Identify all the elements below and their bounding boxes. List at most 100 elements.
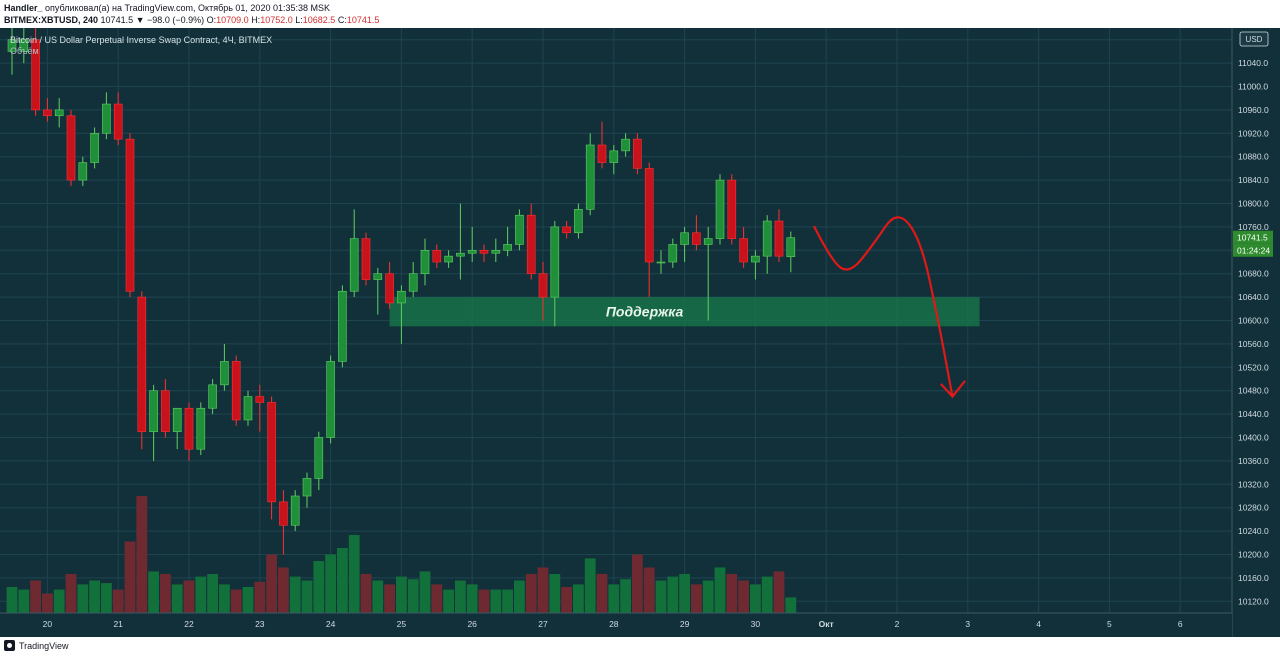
volume-bar (242, 587, 254, 613)
price-tick-label: 10400.0 (1238, 433, 1269, 443)
time-tick-label: 26 (467, 619, 477, 629)
chart-footer: TradingView (0, 637, 1280, 657)
candle-body (19, 39, 29, 52)
volume-bar (219, 584, 230, 613)
price-tick-label: 10120.0 (1238, 596, 1269, 606)
candle-body (633, 138, 642, 169)
time-axis (0, 613, 1232, 637)
price-tick-label: 10440.0 (1238, 409, 1269, 419)
volume-bar (6, 587, 18, 613)
price-tick-label: 10880.0 (1238, 152, 1269, 162)
time-tick-label: 21 (113, 619, 123, 629)
support-zone (389, 297, 980, 327)
price-tick-label: 10800.0 (1238, 199, 1269, 209)
open-value: 10709.0 (216, 15, 249, 25)
chart-header: Handler_ опубликовал(а) на TradingView.c… (0, 0, 1280, 28)
volume-bar (160, 574, 171, 613)
forecast-arrow-head (940, 380, 966, 399)
candle-body (739, 238, 748, 263)
candle-body (302, 478, 312, 497)
candle-body (503, 244, 512, 251)
candles (7, 28, 796, 555)
candle-body (349, 238, 359, 292)
currency-badge (1239, 31, 1269, 47)
time-tick-label: 3 (965, 619, 970, 629)
volume-bar (608, 584, 620, 613)
publisher-line: Handler_ опубликовал(а) на TradingView.c… (4, 3, 330, 13)
close-value: 10741.5 (346, 15, 380, 25)
volume-bar (18, 589, 30, 613)
volume-bar (549, 574, 561, 613)
volume-bar (372, 580, 384, 613)
price-tick-label: 10920.0 (1238, 128, 1269, 138)
low-value: 10682.5 (302, 15, 336, 25)
volume-bar (148, 571, 159, 613)
candle-body (161, 390, 170, 432)
candle-body (78, 162, 88, 181)
forecast-arrow (813, 216, 954, 398)
candle-body (66, 115, 76, 181)
volume-bar (502, 589, 513, 613)
candle-body (54, 109, 64, 117)
volume-bar (584, 558, 596, 613)
volume-bar (679, 574, 690, 613)
time-tick-label: 22 (184, 619, 194, 629)
time-tick-label: 24 (326, 619, 336, 629)
candle-body (373, 273, 383, 280)
volume-bar (525, 574, 537, 613)
candle-body (338, 290, 347, 362)
candle-body (385, 273, 394, 304)
price-tick-label: 10320.0 (1238, 479, 1269, 489)
volume-bar (655, 580, 667, 613)
candle-body (680, 232, 689, 245)
time-tick-label: 28 (609, 619, 619, 629)
candle-body (526, 214, 536, 274)
chart-area[interactable]: Поддержка 10120.0 10160.0 10200.0 10240.0 10… (0, 28, 1280, 637)
price-tick-label: 10520.0 (1238, 362, 1269, 372)
candle-body (113, 103, 123, 140)
time-tick-label: 2 (895, 619, 900, 629)
candle-body (786, 237, 796, 258)
volume-bar (171, 584, 183, 613)
axes: 10120.0 10160.0 10200.0 10240.0 10280.0 10320… (0, 28, 1280, 637)
author-name[interactable]: Handler_ (4, 3, 43, 13)
volume-bar (301, 580, 313, 613)
volume-bar (136, 496, 148, 613)
time-tick-label: 5 (1107, 619, 1112, 629)
volume-bar (30, 580, 41, 613)
ohlc-line: BITMEX:XBTUSD, 240 10741.5 ▼ −98.0 (−0.9… (4, 15, 379, 25)
price-tick-label: 10240.0 (1238, 526, 1269, 536)
volume-bar (702, 580, 714, 613)
candle-body (290, 495, 300, 526)
candle-body (397, 290, 406, 304)
volume-bar (726, 574, 738, 613)
candle-body (656, 261, 666, 264)
candle-body (7, 39, 17, 52)
candle-body (432, 250, 442, 263)
candle-body (491, 250, 501, 254)
price-tick-label: 10640.0 (1238, 292, 1269, 302)
candle-body (703, 238, 713, 245)
volume-bar (289, 576, 301, 613)
time-tick-label: 6 (1178, 619, 1183, 629)
candle-body (102, 103, 111, 134)
candle-body (609, 150, 619, 163)
volume-bar (691, 584, 702, 613)
candle-body (172, 407, 182, 432)
volume-bar (537, 567, 549, 613)
volume-bar (278, 567, 289, 613)
volume-bar (490, 589, 502, 613)
volume-bar (773, 571, 785, 613)
candle-body (644, 168, 654, 263)
price-tick-label: 10360.0 (1238, 456, 1269, 466)
price-tick-label: 10960.0 (1238, 105, 1269, 115)
volume-bar (431, 584, 443, 613)
brand-text: TradingView (19, 640, 69, 651)
close-label: C: (337, 15, 347, 25)
price-chart[interactable]: Поддержка 10120.010160.010200.010240.010… (0, 28, 1280, 637)
price-tick-label: 11040.0 (1238, 58, 1268, 68)
candle-body (621, 138, 630, 152)
candle-body (125, 138, 135, 292)
tradingview-brand[interactable]: TradingView (4, 640, 69, 651)
currency-label: USD (1246, 35, 1263, 44)
